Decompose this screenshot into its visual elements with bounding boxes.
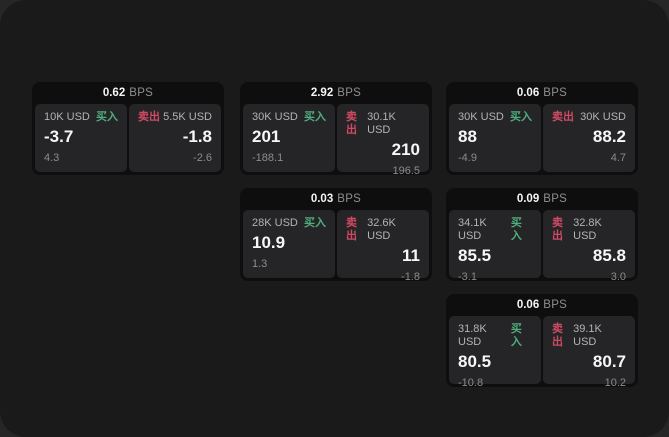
quote-card: 0.06 BPS 31.8K USD 买入 80.5 -10.8 卖出 39.1… <box>446 294 638 387</box>
spread-value: 0.06 <box>516 87 540 99</box>
spread-value: 2.92 <box>310 87 334 99</box>
sell-sub-value: -2.6 <box>193 152 212 164</box>
buy-size: 10K USD <box>44 111 90 123</box>
buy-size: 34.1K USD <box>458 217 487 242</box>
buy-sub-value: -10.8 <box>458 377 484 387</box>
buy-price: 80.5 <box>458 352 492 371</box>
buy-price: 88 <box>458 127 477 146</box>
buy-label: 买入 <box>304 217 326 229</box>
quote-card: 0.03 BPS 28K USD 买入 10.9 1.3 卖出 32.6K US… <box>240 188 432 281</box>
buy-panel[interactable]: 34.1K USD 买入 85.5 -3.1 <box>449 210 541 281</box>
buy-label: 买入 <box>96 111 118 123</box>
spread-value: 0.09 <box>516 193 540 205</box>
sell-label: 卖出 <box>552 217 563 242</box>
buy-label: 买入 <box>510 217 522 242</box>
buy-sub-value: -3.1 <box>458 271 477 281</box>
sell-price: 80.7 <box>592 352 626 371</box>
buy-label: 买入 <box>510 323 522 348</box>
buy-price: 85.5 <box>458 246 492 265</box>
quote-card: 0.06 BPS 30K USD 买入 88 -4.9 卖出 30K USD 8… <box>446 82 638 175</box>
sell-sub-value: 196.5 <box>392 165 420 175</box>
buy-panel[interactable]: 30K USD 买入 201 -188.1 <box>243 104 335 172</box>
sell-size: 5.5K USD <box>163 111 212 123</box>
spread-unit: BPS <box>543 87 568 99</box>
sell-panel[interactable]: 卖出 30.1K USD 210 196.5 <box>337 104 429 175</box>
sell-label: 卖出 <box>138 111 160 123</box>
sell-panel[interactable]: 卖出 32.6K USD 11 -1.8 <box>337 210 429 281</box>
sell-label: 卖出 <box>346 217 357 242</box>
sell-price: 210 <box>391 140 420 159</box>
buy-price: 201 <box>252 127 281 146</box>
quote-card: 2.92 BPS 30K USD 买入 201 -188.1 卖出 30.1K … <box>240 82 432 175</box>
buy-price: 10.9 <box>252 233 286 252</box>
sell-sub-value: 10.2 <box>604 377 626 387</box>
sell-label: 卖出 <box>552 111 574 123</box>
quote-card: 0.62 BPS 10K USD 买入 -3.7 4.3 卖出 5.5K USD… <box>32 82 224 175</box>
spread-header: 0.06 BPS <box>446 294 638 316</box>
sell-panel[interactable]: 卖出 5.5K USD -1.8 -2.6 <box>129 104 221 172</box>
sell-panel[interactable]: 卖出 30K USD 88.2 4.7 <box>543 104 635 172</box>
quote-card: 0.09 BPS 34.1K USD 买入 85.5 -3.1 卖出 32.8K… <box>446 188 638 281</box>
sell-size: 32.6K USD <box>367 217 396 242</box>
spread-unit: BPS <box>337 193 362 205</box>
sell-price: 88.2 <box>592 127 626 146</box>
buy-price: -3.7 <box>44 127 74 146</box>
buy-label: 买入 <box>304 111 326 123</box>
spread-unit: BPS <box>129 87 154 99</box>
quote-body: 34.1K USD 买入 85.5 -3.1 卖出 32.8K USD 85.8… <box>446 210 638 281</box>
buy-panel[interactable]: 30K USD 买入 88 -4.9 <box>449 104 541 172</box>
quote-body: 30K USD 买入 201 -188.1 卖出 30.1K USD 210 1… <box>240 104 432 175</box>
buy-size: 30K USD <box>458 111 504 123</box>
buy-sub-value: -188.1 <box>252 152 284 164</box>
spread-header: 0.09 BPS <box>446 188 638 210</box>
sell-sub-value: 3.0 <box>610 271 626 281</box>
quote-body: 10K USD 买入 -3.7 4.3 卖出 5.5K USD -1.8 -2.… <box>32 104 224 172</box>
buy-size: 31.8K USD <box>458 323 487 348</box>
spread-unit: BPS <box>337 87 362 99</box>
quote-body: 28K USD 买入 10.9 1.3 卖出 32.6K USD 11 -1.8 <box>240 210 432 281</box>
sell-price: 85.8 <box>592 246 626 265</box>
sell-sub-value: 4.7 <box>610 152 626 164</box>
buy-panel[interactable]: 28K USD 买入 10.9 1.3 <box>243 210 335 278</box>
spread-value: 0.06 <box>516 299 540 311</box>
sell-panel[interactable]: 卖出 32.8K USD 85.8 3.0 <box>543 210 635 281</box>
spread-header: 2.92 BPS <box>240 82 432 104</box>
spread-value: 0.03 <box>310 193 334 205</box>
sell-size: 30.1K USD <box>367 111 396 136</box>
spread-header: 0.62 BPS <box>32 82 224 104</box>
buy-sub-value: -4.9 <box>458 152 477 164</box>
buy-sub-value: 1.3 <box>252 258 268 270</box>
sell-price: 11 <box>402 246 420 265</box>
sell-sub-value: -1.8 <box>401 271 420 281</box>
sell-label: 卖出 <box>346 111 357 136</box>
spread-header: 0.03 BPS <box>240 188 432 210</box>
sell-size: 30K USD <box>580 111 626 123</box>
buy-panel[interactable]: 31.8K USD 买入 80.5 -10.8 <box>449 316 541 387</box>
spread-unit: BPS <box>543 299 568 311</box>
quote-body: 31.8K USD 买入 80.5 -10.8 卖出 39.1K USD 80.… <box>446 316 638 387</box>
quote-body: 30K USD 买入 88 -4.9 卖出 30K USD 88.2 4.7 <box>446 104 638 172</box>
buy-sub-value: 4.3 <box>44 152 60 164</box>
buy-panel[interactable]: 10K USD 买入 -3.7 4.3 <box>35 104 127 172</box>
spread-value: 0.62 <box>102 87 126 99</box>
spread-header: 0.06 BPS <box>446 82 638 104</box>
buy-label: 买入 <box>510 111 532 123</box>
buy-size: 30K USD <box>252 111 298 123</box>
sell-label: 卖出 <box>552 323 563 348</box>
sell-size: 32.8K USD <box>573 217 602 242</box>
sell-size: 39.1K USD <box>573 323 602 348</box>
buy-size: 28K USD <box>252 217 298 229</box>
sell-price: -1.8 <box>182 127 212 146</box>
spread-unit: BPS <box>543 193 568 205</box>
sell-panel[interactable]: 卖出 39.1K USD 80.7 10.2 <box>543 316 635 387</box>
